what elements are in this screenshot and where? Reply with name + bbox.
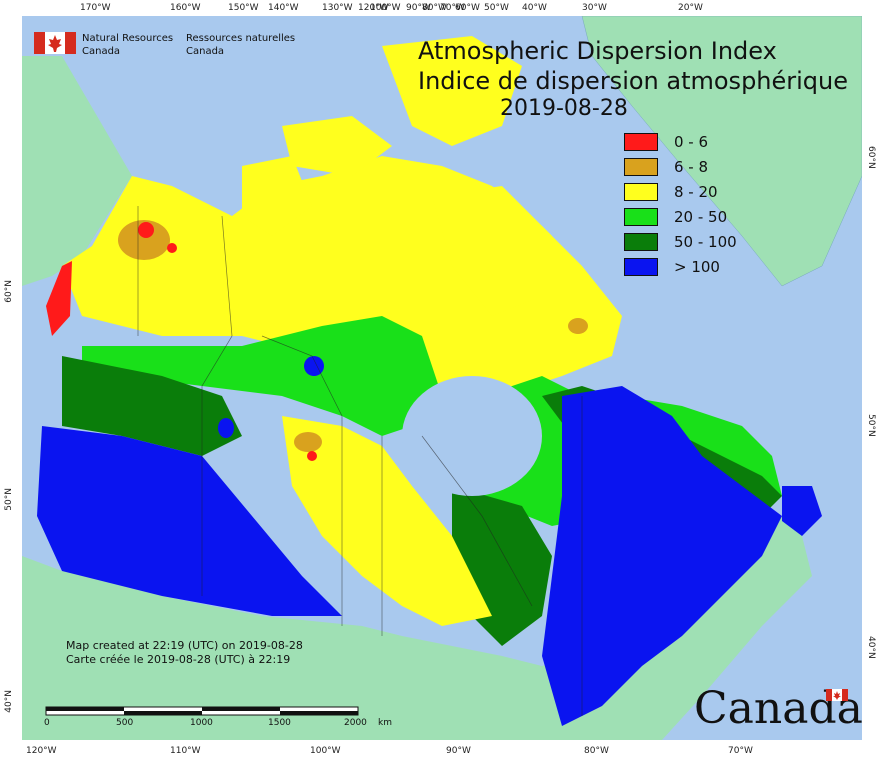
quebec-orange-patch (568, 318, 588, 334)
tick-top-40w: 40°W (522, 3, 547, 13)
arctic-island-3 (432, 186, 552, 316)
legend-swatch (624, 258, 658, 276)
scale-unit: km (378, 718, 392, 728)
legend-swatch (624, 133, 658, 151)
tick-top-20w: 20°W (678, 3, 703, 13)
tick-left-60n: 60°N (4, 280, 14, 303)
tick-right-40n: 40°N (866, 636, 876, 659)
tick-top-160w: 160°W (170, 3, 201, 13)
legend-label: 50 - 100 (674, 233, 737, 251)
tick-bottom-90w: 90°W (446, 746, 471, 756)
tick-top-170w: 170°W (80, 3, 111, 13)
yukon-orange-patch (118, 220, 170, 260)
tick-top-100w: 100°W (370, 3, 401, 13)
scale-bar-graphic (45, 706, 359, 716)
tick-top-50w: 50°W (484, 3, 509, 13)
legend-row: > 100 (624, 257, 784, 277)
agency-en-line2: Canada (82, 46, 121, 57)
tick-top-30w: 30°W (582, 3, 607, 13)
scale-label: 500 (116, 718, 134, 728)
hudson-bay (402, 376, 542, 496)
legend-label: 8 - 20 (674, 183, 718, 201)
east-blue-region (542, 386, 782, 726)
tick-right-60n: 60°N (866, 146, 876, 169)
tick-left-50n: 50°N (4, 488, 14, 511)
agency-fr-line1: Ressources naturelles (186, 33, 296, 44)
tick-top-120w: 120°W (358, 3, 389, 13)
arctic-island-1 (382, 36, 522, 146)
legend-label: 20 - 50 (674, 208, 728, 226)
legend-row: 8 - 20 (624, 182, 784, 202)
wordmark-flag-icon (826, 689, 848, 701)
tick-bottom-110w: 110°W (170, 746, 201, 756)
title-fr: Indice de dispersion atmosphérique (418, 67, 849, 95)
alaska-landmass (22, 56, 132, 286)
yukon-red-patch (138, 222, 154, 238)
alaska-border-red (46, 261, 72, 336)
tick-top-70w: 70°W (440, 3, 465, 13)
yukon-red-patch-2 (167, 243, 177, 253)
agency-en-line1: Natural Resources (82, 33, 174, 44)
scale-label: 1000 (190, 718, 213, 728)
map-date: 2019-08-28 (500, 96, 628, 121)
arctic-island-2 (282, 116, 392, 176)
prairie-orange-patch (294, 432, 322, 452)
scale-bar: 0 500 1000 1500 2000 km (40, 704, 392, 728)
legend-label: 6 - 8 (674, 158, 709, 176)
legend-row: 20 - 50 (624, 207, 784, 227)
legend-row: 0 - 6 (624, 132, 784, 152)
legend-swatch (624, 208, 658, 226)
scale-label: 1500 (268, 718, 291, 728)
blue-dot-1 (304, 356, 324, 376)
credit-fr: Carte créée le 2019-08-28 (UTC) à 22:19 (66, 653, 291, 666)
prairie-red-patch (307, 451, 317, 461)
tick-top-80w: 80°W (422, 3, 447, 13)
central-green-band (82, 316, 442, 436)
scale-label: 0 (44, 718, 50, 728)
legend-swatch (624, 158, 658, 176)
tick-bottom-70w: 70°W (728, 746, 753, 756)
tick-bottom-80w: 80°W (584, 746, 609, 756)
west-blue-region (37, 426, 342, 616)
dispersion-map[interactable] (22, 16, 862, 740)
arctic-island-4 (242, 156, 312, 236)
legend-label: > 100 (674, 258, 720, 276)
canada-wordmark: Canada (694, 683, 863, 734)
legend-swatch (624, 233, 658, 251)
tick-left-40n: 40°N (4, 690, 14, 713)
title-en: Atmospheric Dispersion Index (418, 37, 777, 65)
legend-row: 50 - 100 (624, 232, 784, 252)
map-title: Atmospheric Dispersion Index Indice de d… (418, 36, 848, 96)
legend-label: 0 - 6 (674, 133, 709, 151)
agency-name-en: Natural Resources Canada (82, 32, 173, 58)
maritimes-blue (782, 486, 822, 536)
legend-swatch (624, 183, 658, 201)
tick-top-130w: 130°W (322, 3, 353, 13)
west-dark-green (62, 356, 242, 456)
map-canvas (22, 16, 862, 740)
blue-dot-2 (218, 418, 234, 438)
nrcan-logo (34, 32, 76, 58)
tick-top-140w: 140°W (268, 3, 299, 13)
prairie-yellow (282, 416, 492, 626)
province-borders (137, 206, 583, 716)
tick-top-90w: 90°W (406, 3, 431, 13)
scale-label: 2000 (344, 718, 367, 728)
map-credit: Map created at 22:19 (UTC) on 2019-08-28… (66, 639, 303, 667)
credit-en: Map created at 22:19 (UTC) on 2019-08-28 (66, 639, 303, 652)
greenland-landmass (581, 16, 862, 287)
agency-fr-line2: Canada (186, 46, 225, 57)
tick-right-50n: 50°N (866, 414, 876, 437)
tick-bottom-100w: 100°W (310, 746, 341, 756)
agency-name-fr: Ressources naturelles Canada (186, 32, 295, 58)
tick-bottom-120w: 120°W (26, 746, 57, 756)
tick-top-60w: 60°W (455, 3, 480, 13)
canada-flag-icon (34, 32, 76, 54)
legend-row: 6 - 8 (624, 157, 784, 177)
tick-top-150w: 150°W (228, 3, 259, 13)
